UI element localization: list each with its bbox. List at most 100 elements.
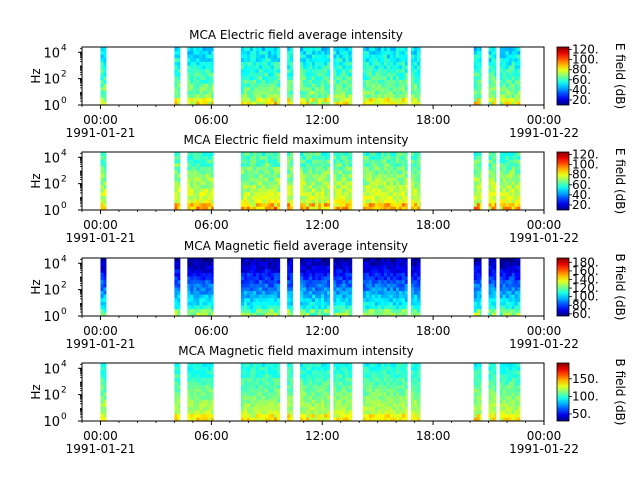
spectrogram-cell — [211, 373, 214, 378]
spectrogram-cell — [193, 308, 197, 313]
spectrogram-cell — [312, 90, 316, 95]
spectrogram-cell — [264, 283, 269, 288]
spectrogram-cell — [368, 258, 373, 263]
spectrogram-cell — [479, 294, 482, 299]
spectrogram-cell — [252, 388, 257, 393]
spectrogram-cell — [174, 305, 178, 310]
spectrogram-cell — [187, 395, 191, 400]
spectrogram-cell — [300, 50, 304, 55]
spectrogram-cell — [404, 395, 408, 400]
spectrogram-cell — [211, 261, 214, 266]
spectrogram-cell — [514, 265, 519, 270]
spectrogram-cell — [270, 272, 275, 277]
spectrogram-cell — [196, 50, 200, 55]
spectrogram-cell — [505, 188, 510, 193]
spectrogram-cell — [306, 61, 310, 66]
spectrogram-cell — [404, 72, 408, 77]
spectrogram-cell — [479, 47, 482, 52]
spectrogram-cell — [187, 276, 191, 281]
spectrogram-cell — [517, 290, 521, 295]
spectrogram-cell — [392, 287, 397, 292]
spectrogram-cell — [410, 272, 415, 277]
spectrogram-cell — [100, 57, 104, 62]
spectrogram-cell — [374, 290, 379, 295]
spectrogram-cell — [103, 68, 107, 73]
spectrogram-cell — [368, 410, 373, 415]
spectrogram-cell — [300, 76, 304, 81]
spectrogram-cell — [208, 68, 212, 73]
spectrogram-cell — [187, 170, 191, 175]
spectrogram-cell — [258, 297, 263, 302]
spectrogram-cell — [380, 388, 385, 393]
spectrogram-cell — [333, 279, 337, 284]
spectrogram-cell — [321, 195, 325, 200]
spectrogram-cell — [389, 381, 394, 386]
spectrogram-cell — [502, 50, 507, 55]
spectrogram-cell — [276, 86, 281, 91]
spectrogram-cell — [365, 191, 370, 196]
spectrogram-cell — [103, 173, 107, 178]
spectrogram-cell — [273, 399, 278, 404]
spectrogram-cell — [351, 177, 353, 182]
spectrogram-cell — [383, 184, 388, 189]
spectrogram-cell — [312, 50, 316, 55]
spectrogram-cell — [339, 283, 343, 288]
spectrogram-cell — [287, 381, 291, 386]
spectrogram-cell — [494, 305, 497, 310]
spectrogram-cell — [368, 54, 373, 59]
spectrogram-cell — [345, 181, 349, 186]
spectrogram-cell — [211, 65, 214, 70]
spectrogram-cell — [240, 276, 245, 281]
spectrogram-cell — [273, 83, 278, 88]
spectrogram-cell — [494, 279, 497, 284]
spectrogram-cell — [404, 308, 408, 313]
spectrogram-cell — [187, 57, 191, 62]
spectrogram-cell — [103, 410, 107, 415]
spectrogram-cell — [342, 377, 346, 382]
spectrogram-cell — [377, 265, 382, 270]
spectrogram-cell — [324, 272, 328, 277]
spectrogram-cell — [345, 261, 349, 266]
spectrogram-cell — [287, 173, 291, 178]
spectrogram-cell — [258, 366, 263, 371]
spectrogram-cell — [517, 50, 521, 55]
spectrogram-cell — [380, 258, 385, 263]
spectrogram-cell — [205, 199, 209, 204]
spectrogram-cell — [502, 272, 507, 277]
spectrogram-cell — [479, 199, 482, 204]
spectrogram-cell — [508, 57, 513, 62]
spectrogram-cell — [321, 417, 325, 422]
spectrogram-cell — [312, 384, 316, 389]
spectrogram-cell — [276, 79, 281, 84]
spectrogram-cell — [392, 155, 397, 160]
spectrogram-cell — [324, 261, 328, 266]
spectrogram-cell — [240, 76, 245, 81]
spectrogram-cell — [321, 283, 325, 288]
spectrogram-cell — [476, 155, 481, 160]
spectrogram-cell — [479, 177, 482, 182]
x-tick-label: 00:00 — [83, 324, 118, 338]
y-tick-label: 10 — [43, 46, 60, 61]
spectrogram-cell — [264, 406, 269, 411]
spectrogram-cell — [392, 181, 397, 186]
spectrogram-cell — [395, 410, 400, 415]
spectrogram-cell — [177, 410, 181, 415]
spectrogram-cell — [255, 206, 260, 211]
spectrogram-cell — [398, 202, 403, 207]
spectrogram-cell — [401, 177, 406, 182]
spectrogram-cell — [258, 272, 263, 277]
spectrogram-cell — [211, 199, 214, 204]
spectrogram-cell — [190, 173, 194, 178]
spectrogram-cell — [365, 76, 370, 81]
spectrogram-cell — [324, 206, 328, 211]
spectrogram-cell — [389, 184, 394, 189]
spectrogram-cell — [333, 50, 337, 55]
spectrogram-cell — [410, 61, 415, 66]
spectrogram-cell — [342, 97, 346, 102]
spectrogram-cell — [252, 184, 257, 189]
spectrogram-cell — [199, 305, 203, 310]
spectrogram-cell — [202, 79, 206, 84]
spectrogram-cell — [315, 287, 319, 292]
spectrogram-cell — [339, 50, 343, 55]
spectrogram-cell — [199, 97, 203, 102]
